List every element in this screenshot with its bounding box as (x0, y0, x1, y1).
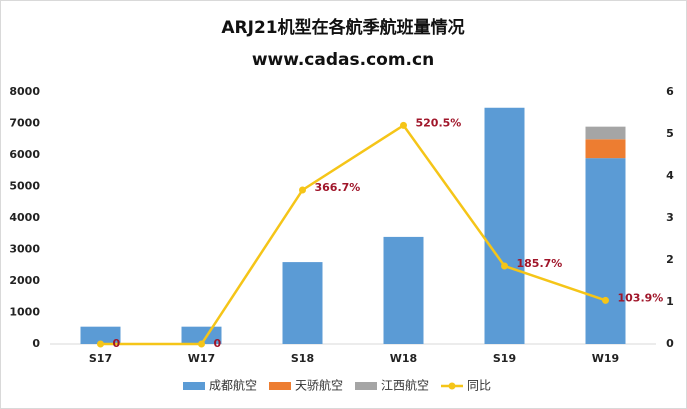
legend-swatch-marker (448, 382, 456, 390)
y2-tick-label: 1 (666, 295, 674, 308)
legend-swatch (269, 382, 291, 390)
x-tick-label: W17 (188, 352, 215, 365)
y2-tick-label: 3 (666, 211, 674, 224)
y-tick-label: 2000 (9, 274, 40, 287)
y-tick-label: 4000 (9, 211, 40, 224)
legend-label: 江西航空 (381, 378, 429, 393)
y-tick-label: 3000 (9, 243, 40, 256)
bar (383, 236, 424, 344)
y-tick-label: 7000 (9, 117, 40, 130)
bar (282, 262, 323, 344)
y2-tick-label: 6 (666, 85, 674, 98)
y2-tick-label: 2 (666, 253, 674, 266)
bar (585, 126, 626, 140)
y2-tick-label: 5 (666, 127, 674, 140)
bar (585, 158, 626, 344)
legend-swatch (183, 382, 205, 390)
bar (484, 107, 525, 344)
data-label: 366.7% (315, 181, 361, 194)
line-marker (299, 186, 306, 194)
data-label: 0 (113, 337, 121, 350)
x-tick-label: W19 (592, 352, 619, 365)
line-marker (198, 340, 205, 348)
legend-label: 成都航空 (209, 378, 257, 393)
line-marker (400, 121, 407, 129)
bar (80, 326, 121, 344)
chart-subtitle: www.cadas.com.cn (252, 50, 434, 70)
x-tick-label: S19 (493, 352, 516, 365)
y2-tick-label: 4 (666, 169, 674, 182)
y-tick-label: 8000 (9, 85, 40, 98)
y-tick-label: 5000 (9, 180, 40, 193)
y-tick-label: 1000 (9, 306, 40, 319)
x-tick-label: S18 (291, 352, 314, 365)
legend-label: 同比 (467, 379, 491, 393)
y-tick-label: 0 (32, 337, 40, 350)
x-tick-label: W18 (390, 352, 417, 365)
data-label: 0 (214, 337, 222, 350)
data-label: 520.5% (416, 116, 462, 129)
line-marker (501, 262, 508, 270)
legend-label: 天骄航空 (295, 378, 343, 393)
line (100, 123, 606, 346)
chart-title: ARJ21机型在各航季航班量情况 (221, 17, 464, 38)
y-tick-label: 6000 (9, 148, 40, 161)
x-tick-label: S17 (89, 352, 112, 365)
legend-swatch (355, 382, 377, 390)
data-label: 185.7% (517, 257, 563, 270)
bar (585, 139, 626, 159)
data-label: 103.9% (618, 291, 664, 304)
line-marker (602, 296, 609, 304)
y2-tick-label: 0 (666, 337, 674, 350)
line-marker (97, 340, 104, 348)
